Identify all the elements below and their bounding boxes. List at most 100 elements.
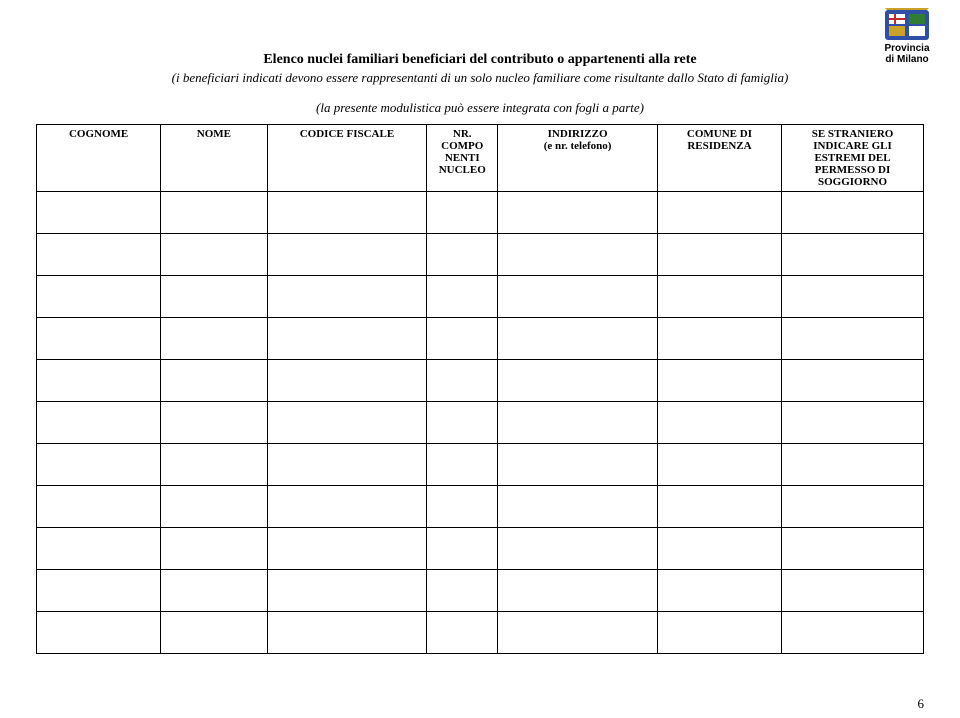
table-cell[interactable] — [498, 444, 658, 486]
table-cell[interactable] — [782, 444, 924, 486]
table-row — [37, 528, 924, 570]
table-cell[interactable] — [657, 612, 781, 654]
table-cell[interactable] — [657, 444, 781, 486]
table-cell[interactable] — [161, 612, 267, 654]
table-cell[interactable] — [37, 528, 161, 570]
table-row — [37, 276, 924, 318]
table-row — [37, 192, 924, 234]
table-cell[interactable] — [498, 234, 658, 276]
modulistica-note: (la presente modulistica può essere inte… — [36, 100, 924, 116]
table-cell[interactable] — [427, 360, 498, 402]
table-cell[interactable] — [161, 528, 267, 570]
table-cell[interactable] — [498, 612, 658, 654]
table-cell[interactable] — [657, 192, 781, 234]
table-cell[interactable] — [782, 402, 924, 444]
table-cell[interactable] — [37, 192, 161, 234]
table-cell[interactable] — [427, 570, 498, 612]
table-cell[interactable] — [37, 234, 161, 276]
table-cell[interactable] — [498, 318, 658, 360]
table-cell[interactable] — [37, 444, 161, 486]
table-cell[interactable] — [161, 192, 267, 234]
table-row — [37, 402, 924, 444]
table-cell[interactable] — [498, 570, 658, 612]
table-cell[interactable] — [427, 612, 498, 654]
table-cell[interactable] — [782, 570, 924, 612]
table-cell[interactable] — [267, 528, 427, 570]
table-cell[interactable] — [657, 570, 781, 612]
table-row — [37, 318, 924, 360]
table-cell[interactable] — [782, 486, 924, 528]
table-cell[interactable] — [37, 360, 161, 402]
page-subtitle: (i beneficiari indicati devono essere ra… — [36, 70, 924, 86]
table-cell[interactable] — [657, 528, 781, 570]
table-cell[interactable] — [161, 570, 267, 612]
table-cell[interactable] — [427, 318, 498, 360]
table-cell[interactable] — [657, 360, 781, 402]
table-cell[interactable] — [782, 528, 924, 570]
table-cell[interactable] — [267, 486, 427, 528]
table-cell[interactable] — [267, 570, 427, 612]
th-straniero: SE STRANIERO INDICARE GLI ESTREMI DEL PE… — [782, 125, 924, 192]
table-cell[interactable] — [657, 402, 781, 444]
table-cell[interactable] — [782, 318, 924, 360]
table-cell[interactable] — [427, 192, 498, 234]
table-cell[interactable] — [267, 276, 427, 318]
table-cell[interactable] — [161, 444, 267, 486]
table-row — [37, 570, 924, 612]
table-cell[interactable] — [782, 234, 924, 276]
table-cell[interactable] — [267, 612, 427, 654]
table-cell[interactable] — [427, 276, 498, 318]
table-cell[interactable] — [267, 192, 427, 234]
table-cell[interactable] — [498, 528, 658, 570]
table-cell[interactable] — [782, 276, 924, 318]
th-nome: NOME — [161, 125, 267, 192]
table-cell[interactable] — [37, 402, 161, 444]
table-cell[interactable] — [37, 486, 161, 528]
table-cell[interactable] — [782, 360, 924, 402]
document-page: Provincia di Milano Elenco nuclei famili… — [0, 0, 960, 718]
table-row — [37, 234, 924, 276]
table-cell[interactable] — [498, 486, 658, 528]
table-body — [37, 192, 924, 654]
table-cell[interactable] — [267, 444, 427, 486]
page-number: 6 — [918, 696, 925, 712]
table-cell[interactable] — [657, 486, 781, 528]
table-cell[interactable] — [427, 528, 498, 570]
table-cell[interactable] — [267, 360, 427, 402]
table-cell[interactable] — [161, 318, 267, 360]
table-cell[interactable] — [37, 570, 161, 612]
logo-line1: Provincia — [884, 43, 929, 54]
table-cell[interactable] — [782, 192, 924, 234]
table-header-row: COGNOME NOME CODICE FISCALE NR. COMPO NE… — [37, 125, 924, 192]
table-cell[interactable] — [657, 318, 781, 360]
table-cell[interactable] — [161, 360, 267, 402]
table-cell[interactable] — [161, 486, 267, 528]
table-cell[interactable] — [161, 402, 267, 444]
table-cell[interactable] — [267, 318, 427, 360]
table-row — [37, 360, 924, 402]
table-cell[interactable] — [427, 402, 498, 444]
page-title: Elenco nuclei familiari beneficiari del … — [36, 52, 924, 68]
logo-text: Provincia di Milano — [872, 44, 942, 65]
table-cell[interactable] — [498, 360, 658, 402]
table-cell[interactable] — [37, 612, 161, 654]
th-comune: COMUNE DI RESIDENZA — [657, 125, 781, 192]
table-cell[interactable] — [498, 402, 658, 444]
table-cell[interactable] — [267, 234, 427, 276]
table-cell[interactable] — [427, 444, 498, 486]
table-cell[interactable] — [267, 402, 427, 444]
table-cell[interactable] — [498, 192, 658, 234]
table-cell[interactable] — [657, 234, 781, 276]
table-cell[interactable] — [37, 276, 161, 318]
table-row — [37, 486, 924, 528]
table-cell[interactable] — [657, 276, 781, 318]
table-cell[interactable] — [498, 276, 658, 318]
table-cell[interactable] — [427, 486, 498, 528]
provincia-milano-logo: Provincia di Milano — [872, 8, 942, 65]
table-cell[interactable] — [782, 612, 924, 654]
table-cell[interactable] — [37, 318, 161, 360]
table-cell[interactable] — [161, 234, 267, 276]
table-cell[interactable] — [427, 234, 498, 276]
table-cell[interactable] — [161, 276, 267, 318]
table-row — [37, 612, 924, 654]
